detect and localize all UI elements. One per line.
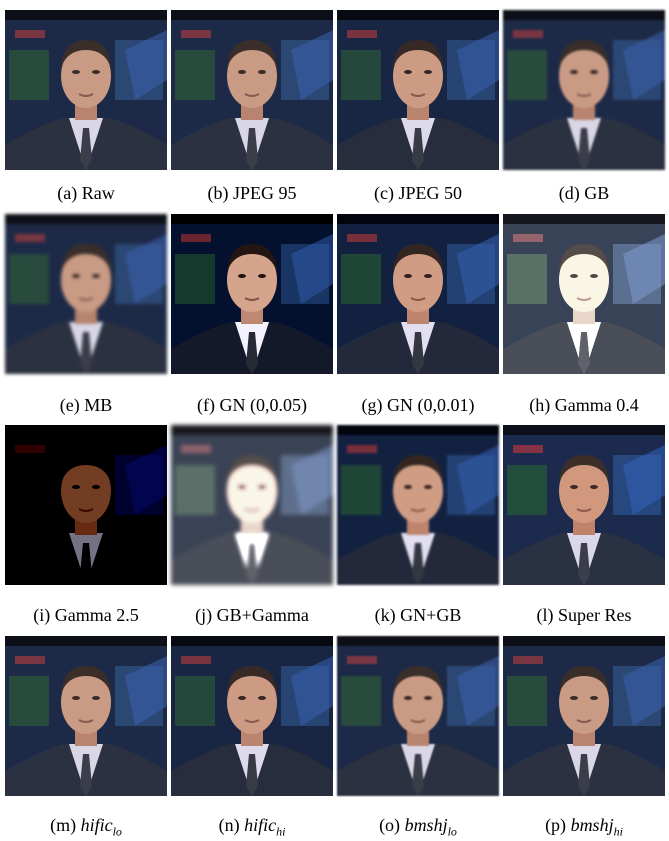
caption-text: GB <box>584 183 609 203</box>
caption: (h) Gamma 0.4 <box>493 395 669 416</box>
panel: (b) JPEG 95 <box>171 10 333 170</box>
image <box>503 636 665 796</box>
panel: (k) GN+GB <box>337 425 499 585</box>
caption-text: Super Res <box>558 605 632 625</box>
caption: (j) GB+Gamma <box>161 605 343 626</box>
panel: (h) Gamma 0.4 <box>503 214 665 374</box>
caption: (d) GB <box>493 183 669 204</box>
caption-label: (c) <box>374 183 394 203</box>
image <box>5 425 167 585</box>
caption-text: JPEG 50 <box>398 183 462 203</box>
caption-subscript: hi <box>614 825 623 839</box>
figure: (a) Raw (b) JPEG 95 (c) JPEG 50 (d) GB <box>0 0 669 841</box>
caption: (a) Raw <box>0 183 177 204</box>
image <box>171 214 333 374</box>
caption-label: (f) <box>197 395 215 415</box>
caption-label: (d) <box>559 183 580 203</box>
caption-label: (j) <box>195 605 212 625</box>
caption-label: (g) <box>362 395 383 415</box>
image <box>171 636 333 796</box>
panel: (e) MB <box>5 214 167 374</box>
caption: (c) JPEG 50 <box>327 183 509 204</box>
caption-text: GN (0,0.01) <box>387 395 475 415</box>
caption-math: hifichi <box>244 815 285 835</box>
caption-text: JPEG 95 <box>233 183 297 203</box>
image <box>503 214 665 374</box>
panel: (i) Gamma 2.5 <box>5 425 167 585</box>
caption: (i) Gamma 2.5 <box>0 605 177 626</box>
panel: (d) GB <box>503 10 665 170</box>
caption-math: hificlo <box>81 815 122 835</box>
caption: (f) GN (0,0.05) <box>161 395 343 416</box>
caption-text: Raw <box>82 183 115 203</box>
caption-text: hific <box>81 815 113 835</box>
caption-text: Gamma 0.4 <box>555 395 639 415</box>
caption: (b) JPEG 95 <box>161 183 343 204</box>
caption-text: GB+Gamma <box>217 605 309 625</box>
panel: (a) Raw <box>5 10 167 170</box>
caption: (p) bmshjhi <box>493 815 669 840</box>
caption-text: MB <box>84 395 112 415</box>
panel: (l) Super Res <box>503 425 665 585</box>
caption-label: (n) <box>219 815 240 835</box>
image <box>503 10 665 170</box>
caption-text: GN (0,0.05) <box>219 395 307 415</box>
image <box>337 214 499 374</box>
panel: (m) hificlo <box>5 636 167 796</box>
caption-label: (l) <box>537 605 554 625</box>
panel: (n) hifichi <box>171 636 333 796</box>
caption-text: Gamma 2.5 <box>55 605 139 625</box>
image <box>5 10 167 170</box>
caption: (e) MB <box>0 395 177 416</box>
panel: (p) bmshjhi <box>503 636 665 796</box>
image <box>5 214 167 374</box>
caption-text: bmshj <box>405 815 448 835</box>
caption-text: hific <box>244 815 276 835</box>
image <box>171 10 333 170</box>
caption: (m) hificlo <box>0 815 177 840</box>
panel: (o) bmshjlo <box>337 636 499 796</box>
caption-text: GN+GB <box>400 605 461 625</box>
image <box>5 636 167 796</box>
caption-label: (m) <box>50 815 76 835</box>
caption: (k) GN+GB <box>327 605 509 626</box>
image <box>171 425 333 585</box>
caption-subscript: lo <box>448 825 457 839</box>
caption-text: bmshj <box>571 815 614 835</box>
panel: (g) GN (0,0.01) <box>337 214 499 374</box>
caption-math: bmshjhi <box>571 815 623 835</box>
panel: (f) GN (0,0.05) <box>171 214 333 374</box>
panel: (c) JPEG 50 <box>337 10 499 170</box>
caption: (n) hifichi <box>161 815 343 840</box>
caption-label: (i) <box>33 605 50 625</box>
image <box>337 10 499 170</box>
caption: (o) bmshjlo <box>327 815 509 840</box>
caption-label: (e) <box>60 395 80 415</box>
caption-label: (h) <box>529 395 550 415</box>
caption-label: (a) <box>57 183 77 203</box>
caption: (l) Super Res <box>493 605 669 626</box>
caption-subscript: hi <box>276 825 285 839</box>
caption-label: (o) <box>379 815 400 835</box>
caption-label: (k) <box>375 605 396 625</box>
caption-label: (p) <box>545 815 566 835</box>
caption-label: (b) <box>207 183 228 203</box>
panel: (j) GB+Gamma <box>171 425 333 585</box>
caption-subscript: lo <box>113 825 122 839</box>
image <box>337 425 499 585</box>
image <box>337 636 499 796</box>
image <box>503 425 665 585</box>
caption: (g) GN (0,0.01) <box>327 395 509 416</box>
caption-math: bmshjlo <box>405 815 457 835</box>
